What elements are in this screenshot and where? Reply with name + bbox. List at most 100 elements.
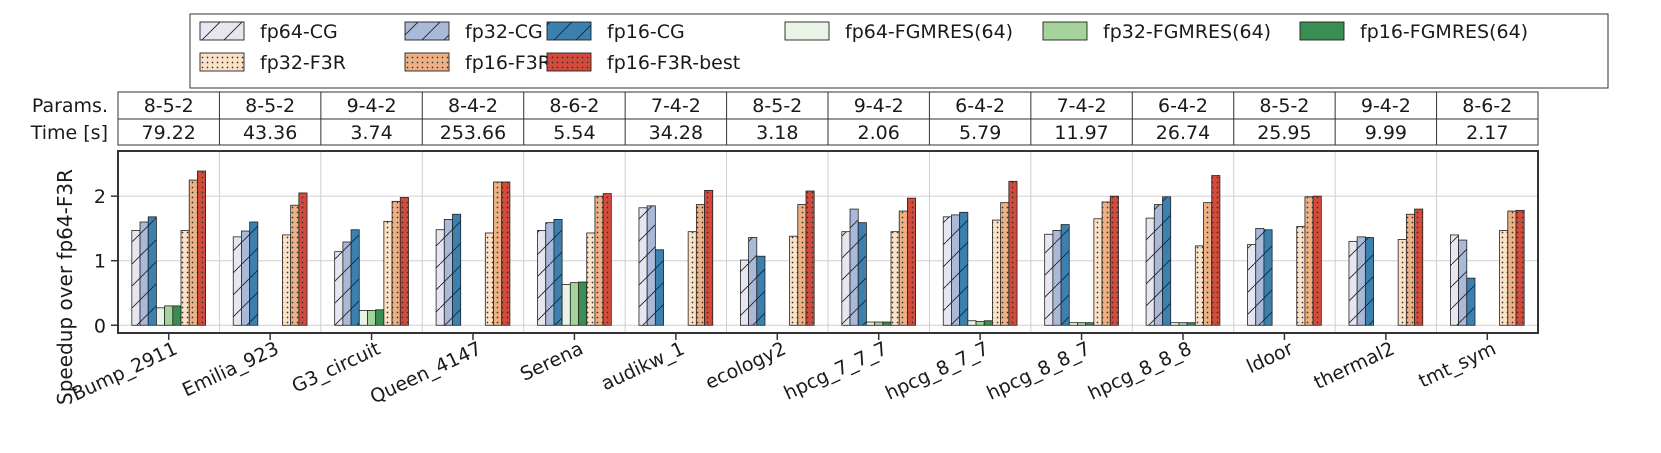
bar-fp32-fgmres-64-hpcg-8-8-8 [1178,322,1188,326]
y-tick-label: 0 [94,315,106,337]
bar-fp16-fgmres-64-hpcg-8-7-7 [983,320,993,326]
bar-fp16-f3r-serena-hatch [594,196,604,326]
table-cell-params: 8-5-2 [144,95,194,117]
legend-fp16-f3r-best-label: fp16-F3R-best [607,52,740,74]
bar-fp32-cg-tmt-sym-hatch [1458,240,1467,326]
x-tick-label-queen-4147: Queen_4147 [367,338,485,409]
legend-fp32-cg-label: fp32-CG [465,21,543,43]
bar-fp64-fgmres-64-bump-2911 [156,307,166,326]
table-cell-params: 9-4-2 [854,95,904,117]
legend-fp32-cg-swatch-hatch [405,22,449,40]
bar-fp64-cg-g3-circuit-hatch [334,251,343,326]
bar-fp64-cg-hpcg-8-8-7-hatch [1044,234,1053,326]
bar-fp64-fgmres-64-hpcg-8-7-7 [967,320,977,326]
bar-fp16-f3r-best-audikw-1-hatch [704,190,713,326]
bar-fp32-f3r-bump-2911-hatch [181,230,190,326]
bar-fp16-f3r-best-hpcg-8-8-8-hatch [1211,175,1220,326]
bar-fp32-cg-ldoor-hatch [1255,228,1264,326]
bar-fp32-fgmres-64-hpcg-8-8-7 [1077,322,1087,326]
bar-fp64-fgmres-64-hpcg-8-8-7 [1068,322,1078,326]
bar-fp64-cg-hpcg-8-7-7-hatch [943,216,952,326]
x-tick-label-hpcg-8-8-8: hpcg_8_8_8 [1085,338,1195,405]
legend-fp64-cg-swatch-hatch [200,22,244,40]
bar-fp16-f3r-best-queen-4147-hatch [501,181,510,326]
bar-fp32-fgmres-64-g3-circuit [367,310,377,326]
bar-fp16-cg-ecology2-hatch [756,256,765,326]
bar-fp64-cg-tmt-sym-hatch [1450,234,1459,326]
bar-fp32-f3r-emilia-923-hatch [282,234,291,326]
table-cell-params: 8-6-2 [1462,95,1512,117]
bar-fp64-fgmres-64-g3-circuit [358,310,368,326]
bar-fp16-f3r-hpcg-8-7-7-hatch [1000,202,1009,326]
legend-fp32-f3r-swatch-hatch [200,53,244,71]
bar-fp32-cg-hpcg-8-8-7-hatch [1052,230,1062,326]
x-tick-label-thermal2: thermal2 [1311,338,1398,394]
bar-fp16-f3r-hpcg-7-7-7-hatch [899,211,908,326]
table-cell-time: 9.99 [1365,122,1407,144]
bar-fp64-cg-serena-hatch [537,230,546,326]
legend-fp16-cg-swatch-hatch [547,22,591,40]
legend-fp16-f3r-label: fp16-F3R [465,52,551,74]
bar-fp16-cg-queen-4147-hatch [452,214,461,326]
table-cell-params: 7-4-2 [651,95,701,117]
legend-fp32-fgmres-64-swatch [1042,21,1088,41]
x-tick-label-hpcg-8-8-7: hpcg_8_8_7 [983,338,1093,405]
bar-fp32-f3r-hpcg-7-7-7-hatch [891,231,900,326]
bar-fp16-fgmres-64-g3-circuit [375,309,385,326]
bar-fp16-cg-audikw-1-hatch [655,249,664,326]
table-cell-params: 9-4-2 [1361,95,1411,117]
bar-fp16-f3r-best-g3-circuit-hatch [400,197,409,326]
bar-fp16-fgmres-64-hpcg-8-8-7 [1085,322,1095,326]
bar-fp64-fgmres-64-hpcg-7-7-7 [866,321,876,326]
bar-fp32-f3r-serena-hatch [586,232,595,326]
bar-fp16-fgmres-64-hpcg-7-7-7 [882,321,892,326]
legend-fp16-f3r-best-swatch-hatch [547,53,591,71]
bar-fp32-fgmres-64-bump-2911 [164,305,174,326]
params-table: Params. Time [s] 8-5-2 79.22 8-5-2 43.36 9-4… [30,91,1539,146]
y-tick-label: 1 [94,251,106,273]
bar-fp32-f3r-hpcg-8-7-7-hatch [992,220,1001,326]
y-axis-label: Speedup over fp64-F3R [53,169,77,405]
x-tick-label-tmt-sym: tmt_sym [1415,338,1499,393]
table-cell-params: 8-5-2 [1259,95,1309,117]
bar-fp16-f3r-best-hpcg-8-8-7-hatch [1110,196,1119,326]
bar-fp32-f3r-ldoor-hatch [1296,226,1305,326]
bar-fp16-f3r-ldoor-hatch [1304,196,1314,326]
legend-fp32-f3r-label: fp32-F3R [260,52,346,74]
bar-fp16-cg-hpcg-8-8-7-hatch [1061,224,1070,326]
bar-fp16-cg-emilia-923-hatch [249,221,258,326]
bar-fp64-cg-bump-2911-hatch [131,230,141,326]
table-cell-time: 253.66 [440,122,506,144]
bar-fp32-cg-hpcg-7-7-7-hatch [850,209,859,326]
bar-fp64-cg-audikw-1-hatch [638,207,648,326]
bar-fp64-cg-ecology2-hatch [740,260,749,326]
table-cell-time: 2.17 [1466,122,1508,144]
bar-fp32-cg-ecology2-hatch [748,237,757,326]
table-cell-params: 6-4-2 [1158,95,1208,117]
legend-fp16-cg-label: fp16-CG [607,21,685,43]
legend-fp16-f3r-swatch-hatch [405,53,449,71]
bar-fp32-cg-emilia-923-hatch [241,231,250,326]
bar-fp32-cg-g3-circuit-hatch [342,242,352,326]
legend-fp16-fgmres-64-label: fp16-FGMRES(64) [1360,21,1528,43]
table-cell-params: 8-5-2 [752,95,802,117]
bar-fp64-cg-queen-4147-hatch [436,229,445,326]
table-cell-time: 79.22 [142,122,196,144]
table-row-label-params: Params. [32,95,108,117]
bar-fp32-f3r-audikw-1-hatch [688,231,697,326]
bar-fp16-f3r-best-thermal2-hatch [1414,209,1423,326]
bar-fp16-f3r-hpcg-8-8-8-hatch [1203,202,1212,326]
bar-fp32-cg-audikw-1-hatch [647,205,656,326]
legend-fp64-cg-label: fp64-CG [260,21,338,43]
bar-fp32-cg-hpcg-8-7-7-hatch [951,214,960,326]
table-cell-params: 8-4-2 [448,95,498,117]
table-cell-params: 6-4-2 [955,95,1005,117]
bar-fp32-f3r-thermal2-hatch [1398,239,1407,326]
table-cell-time: 26.74 [1156,122,1210,144]
legend-fp16-fgmres-64-swatch [1299,21,1345,41]
bar-fp16-f3r-tmt-sym-hatch [1507,211,1516,326]
table-cell-time: 34.28 [649,122,703,144]
bar-fp16-f3r-ecology2-hatch [797,204,806,326]
